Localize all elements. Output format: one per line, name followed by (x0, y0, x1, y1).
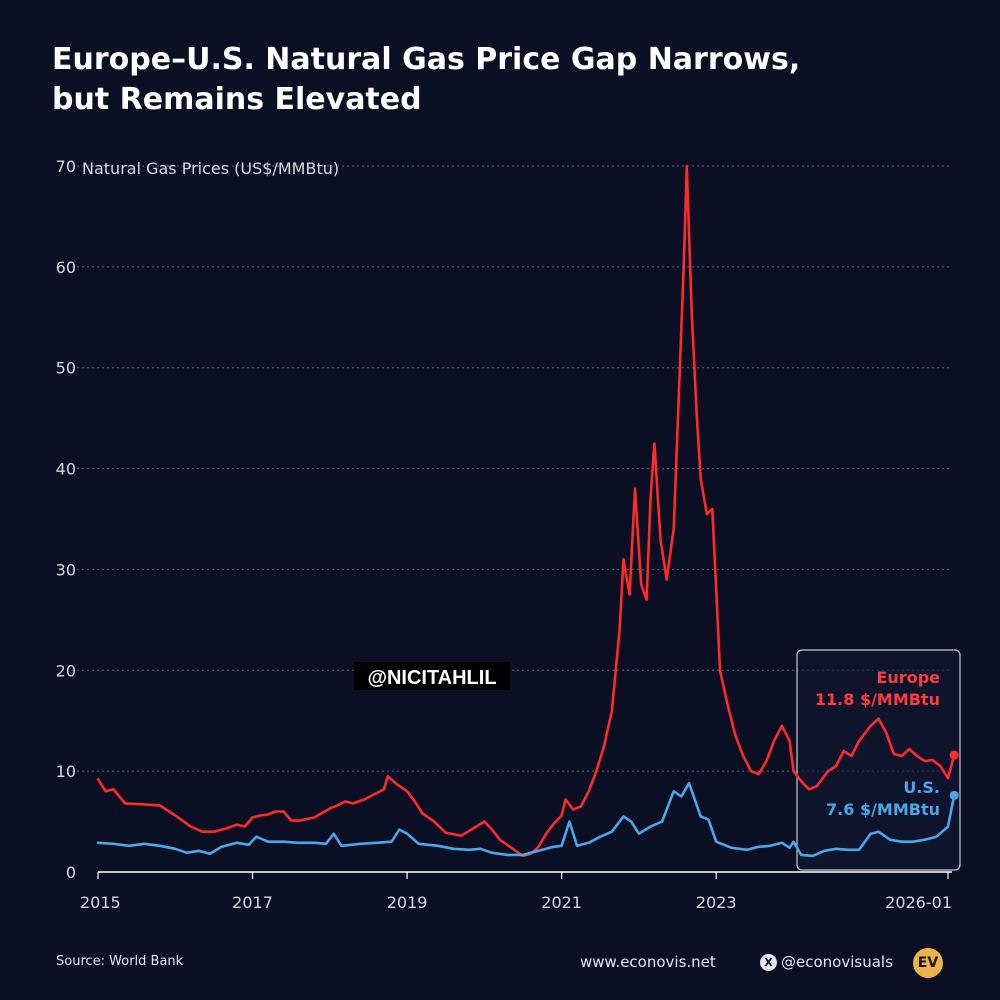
econovis-logo-icon: EV (913, 948, 943, 978)
chart-title-line-1: Europe–U.S. Natural Gas Price Gap Narrow… (52, 42, 801, 77)
y-tick-label: 30 (56, 560, 76, 579)
y-tick-label: 20 (56, 661, 76, 680)
y-tick-label: 50 (56, 359, 76, 378)
europe-latest-value: 11.8 $/MMBtu (815, 690, 940, 709)
series-lines (96, 164, 959, 858)
chart-title: Europe–U.S. Natural Gas Price Gap Narrow… (52, 40, 952, 119)
us-latest-value: 7.6 $/MMBtu (826, 800, 940, 819)
us-price-line (96, 781, 956, 858)
watermark-background (354, 662, 510, 690)
y-axis-label: Natural Gas Prices (US$/MMBtu) (82, 159, 339, 178)
us-latest-point (949, 790, 959, 800)
social-link[interactable]: X @econovisuals (760, 953, 893, 971)
website-link[interactable]: www.econovis.net (580, 953, 716, 971)
x-tick-label: 2015 (80, 893, 121, 912)
y-axis-ticks: 0 10 20 30 40 50 60 70 (56, 157, 76, 882)
europe-latest-point (949, 750, 959, 760)
y-tick-label: 40 (56, 460, 76, 479)
social-handle: @econovisuals (781, 953, 893, 971)
y-tick-label: 60 (56, 258, 76, 277)
us-series-label: U.S. (903, 778, 940, 797)
x-tick-label: 2026-01 (885, 893, 952, 912)
latest-values-box (796, 649, 961, 871)
x-axis-ticks: 2015 2017 2019 2021 2023 2026-01 (80, 872, 952, 912)
y-tick-label: 0 (66, 863, 76, 882)
europe-series-label: Europe (876, 668, 940, 687)
x-tick-label: 2017 (232, 893, 273, 912)
x-tick-label: 2021 (541, 893, 582, 912)
x-tick-label: 2019 (387, 893, 428, 912)
europe-price-line (96, 164, 956, 858)
y-tick-label: 70 (56, 157, 76, 176)
x-logo-icon: X (760, 954, 777, 971)
footer: Source: World Bank www.econovis.net X @ec… (0, 948, 1000, 980)
gridlines (72, 165, 952, 772)
watermark-text: @NICITAHLIL (367, 667, 496, 689)
chart-title-line-2: but Remains Elevated (52, 81, 422, 117)
source-note: Source: World Bank (56, 954, 184, 969)
y-tick-label: 10 (56, 762, 76, 781)
x-tick-label: 2023 (696, 893, 737, 912)
